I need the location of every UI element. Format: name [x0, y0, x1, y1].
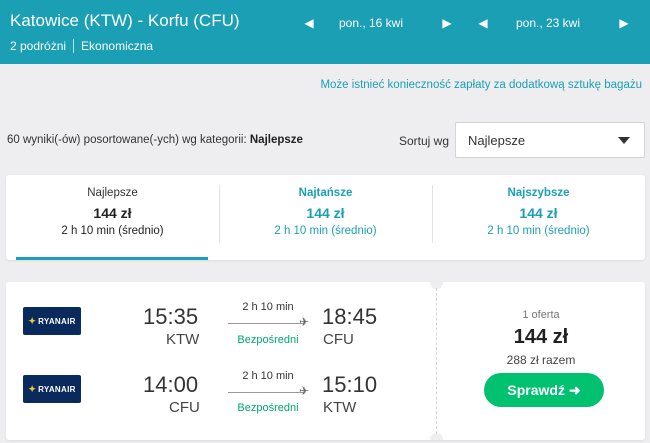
- route-title[interactable]: Katowice (KTW) - Korfu (CFU): [10, 11, 240, 30]
- sort-tabs: Najlepsze 144 zł 2 h 10 min (średnio) Na…: [6, 175, 645, 260]
- departure-time: 15:35: [143, 304, 199, 329]
- search-summary-header: Katowice (KTW) - Korfu (CFU) 2 podróżni …: [0, 0, 650, 64]
- tab-duration: 2 h 10 min (średnio): [487, 225, 590, 237]
- departure-airport: KTW: [166, 331, 200, 348]
- departure-airport: CFU: [169, 399, 200, 416]
- stops-label: Bezpośredni: [237, 402, 299, 414]
- results-sort-category: Najlepsze: [249, 134, 303, 146]
- card-divider: [436, 288, 437, 434]
- return-leg: ✦ RYANAIR 14:00 CFU 2 h 10 min ✈ Bezpośr…: [6, 352, 436, 416]
- ryanair-logo-icon: ✦ RYANAIR: [23, 375, 81, 403]
- stops-label: Bezpośredni: [237, 334, 299, 346]
- airline-name: RYANAIR: [38, 384, 76, 394]
- sort-label: Sortuj wg: [399, 134, 450, 148]
- active-tab-indicator: [16, 257, 208, 260]
- ryanair-logo-icon: ✦ RYANAIR: [23, 307, 81, 335]
- arrival-airport: KTW: [323, 399, 357, 416]
- next-departure-date-icon[interactable]: ▶: [442, 16, 452, 30]
- results-count: 60 wyniki(-ów) posortowane(-ych) wg kate…: [7, 134, 303, 146]
- tab-cheapest[interactable]: Najtańsze 144 zł 2 h 10 min (średnio): [219, 175, 432, 260]
- card-notch: [430, 433, 443, 440]
- arrival-time: 15:10: [322, 372, 378, 397]
- total-price: 288 zł razem: [506, 353, 576, 367]
- trip-details: 2 podróżni Ekonomiczna: [10, 39, 153, 53]
- flight-result-card[interactable]: ✦ RYANAIR 15:35 KTW 2 h 10 min ✈ Bezpośr…: [6, 282, 645, 440]
- tab-label: Najszybsze: [507, 187, 570, 199]
- dropdown-caret-icon: [618, 137, 630, 144]
- prev-return-date-icon[interactable]: ◀: [478, 16, 488, 30]
- plane-icon: ✈: [299, 315, 310, 329]
- plane-icon: ✈: [299, 384, 310, 398]
- tab-best[interactable]: Najlepsze 144 zł 2 h 10 min (średnio): [6, 175, 219, 260]
- prev-departure-date-icon[interactable]: ◀: [304, 16, 314, 30]
- tab-price: 144 zł: [93, 205, 132, 221]
- tab-fastest[interactable]: Najszybsze 144 zł 2 h 10 min (średnio): [432, 175, 645, 260]
- check-button[interactable]: Sprawdź ➜: [484, 373, 604, 407]
- divider: [73, 39, 75, 53]
- results-count-text: 60 wyniki(-ów) posortowane(-ych) wg kate…: [7, 134, 247, 146]
- departure-time: 14:00: [143, 372, 199, 397]
- card-notch: [430, 282, 443, 289]
- travelers-count[interactable]: 2 podróżni: [10, 39, 67, 53]
- arrival-airport: CFU: [323, 331, 354, 348]
- departure-date[interactable]: pon., 16 kwi: [338, 16, 404, 30]
- flight-duration: 2 h 10 min: [242, 370, 294, 382]
- tab-price: 144 zł: [519, 205, 558, 221]
- cabin-class[interactable]: Ekonomiczna: [81, 39, 154, 53]
- tab-duration: 2 h 10 min (średnio): [61, 225, 164, 237]
- route-line: [228, 323, 304, 324]
- airline-name: RYANAIR: [38, 316, 76, 326]
- harp-icon: ✦: [28, 315, 37, 326]
- tab-duration: 2 h 10 min (średnio): [274, 225, 377, 237]
- tab-label: Najlepsze: [87, 187, 138, 199]
- price: 144 zł: [513, 326, 569, 348]
- next-return-date-icon[interactable]: ▶: [619, 16, 629, 30]
- sort-dropdown[interactable]: Najlepsze: [455, 122, 645, 158]
- return-date[interactable]: pon., 23 kwi: [515, 16, 581, 30]
- baggage-fee-link[interactable]: Może istnieć konieczność zapłaty za doda…: [320, 79, 642, 91]
- route-line: [228, 392, 304, 393]
- harp-icon: ✦: [28, 383, 37, 394]
- sort-selected-value: Najlepsze: [468, 132, 526, 148]
- flight-duration: 2 h 10 min: [242, 301, 294, 313]
- arrival-time: 18:45: [322, 304, 378, 329]
- outbound-leg: ✦ RYANAIR 15:35 KTW 2 h 10 min ✈ Bezpośr…: [6, 282, 436, 348]
- offer-count: 1 oferta: [522, 309, 560, 321]
- tab-label: Najtańsze: [298, 187, 353, 199]
- tab-price: 144 zł: [306, 205, 345, 221]
